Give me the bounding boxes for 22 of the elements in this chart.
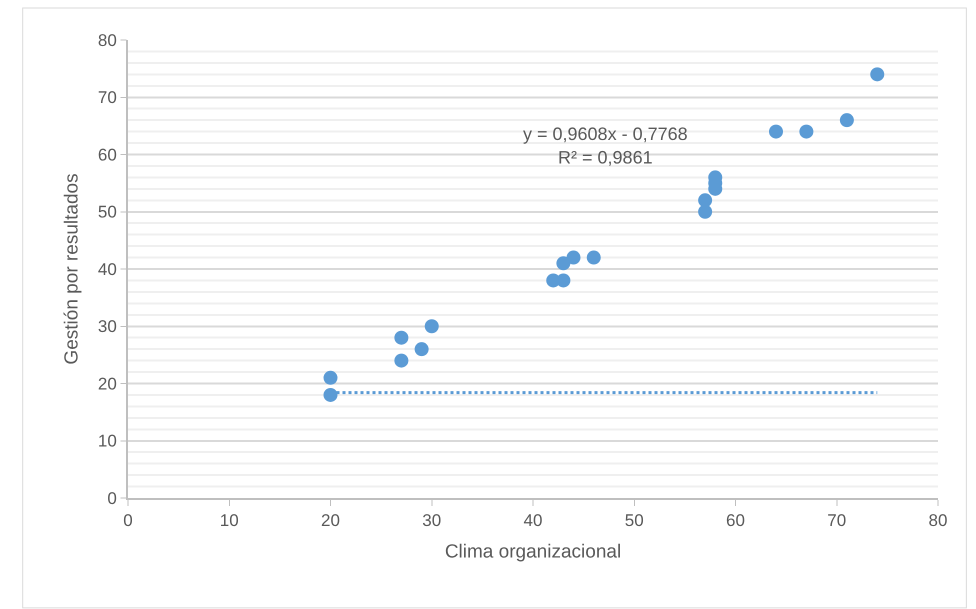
y-tick-label: 20 [98,374,117,394]
y-tick-label: 0 [107,488,117,508]
x-tick-label: 20 [321,511,340,530]
y-tick-label: 60 [98,145,117,164]
y-tick-label: 70 [98,88,117,108]
x-tick-label: 70 [827,511,846,530]
annotation: y = 0,9608x - 0,7768 [523,124,688,144]
y-tick-label: 80 [98,30,117,50]
x-tick-label: 40 [524,511,542,530]
x-tick-label: 10 [220,511,239,530]
x-tick-label: 80 [928,511,948,530]
y-axis-title: Gestión por resultados [61,173,82,365]
y-tick-label: 40 [98,260,117,279]
x-tick-label: 0 [123,511,133,530]
x-tick-label: 50 [624,511,644,530]
x-tick-label: 60 [726,511,745,530]
annotation: R² = 0,9861 [558,147,653,168]
y-tick-label: 50 [98,202,117,222]
y-tick-label: 10 [98,432,117,451]
x-tick-label: 30 [422,511,442,530]
y-tick-label: 30 [98,317,117,336]
x-axis-title: Clima organizacional [444,541,622,562]
